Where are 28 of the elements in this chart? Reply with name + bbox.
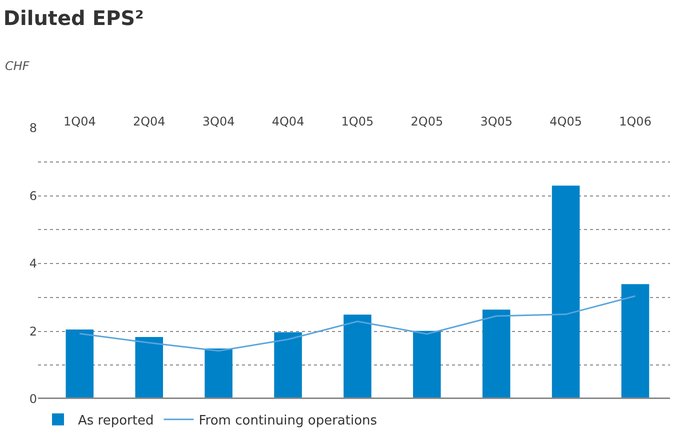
bar: [344, 314, 372, 399]
y-tick-label: 0: [29, 392, 37, 406]
chart-title: Diluted EPS²: [3, 6, 144, 30]
y-tick-label: 6: [29, 188, 37, 203]
bar: [413, 330, 441, 399]
bar: [204, 348, 232, 399]
y-tick-label: 4: [29, 256, 37, 271]
x-tick-label: 4Q05: [550, 114, 582, 129]
x-tick-label: 4Q04: [272, 114, 304, 129]
line-series: [78, 295, 636, 352]
x-tick-label: 3Q04: [202, 114, 235, 129]
bar: [552, 186, 580, 399]
x-tick-label: 1Q04: [63, 114, 96, 129]
y-tick-label: 2: [29, 324, 37, 338]
chart-subtitle: CHF: [5, 59, 30, 73]
x-tick-label: 1Q05: [341, 114, 374, 129]
bar: [274, 332, 302, 399]
bar: [66, 330, 94, 399]
y-tick-label: 8: [29, 121, 37, 136]
legend-label: From continuing operations: [198, 413, 378, 428]
x-tick-label: 2Q05: [410, 114, 444, 129]
legend-label: As reported: [78, 413, 154, 428]
bar: [135, 337, 164, 399]
x-tick-label: 1Q06: [619, 114, 652, 129]
bar: [621, 284, 650, 399]
x-tick-label: 2Q04: [132, 114, 166, 129]
bar: [482, 310, 510, 399]
x-tick-label: 3Q05: [480, 114, 513, 129]
